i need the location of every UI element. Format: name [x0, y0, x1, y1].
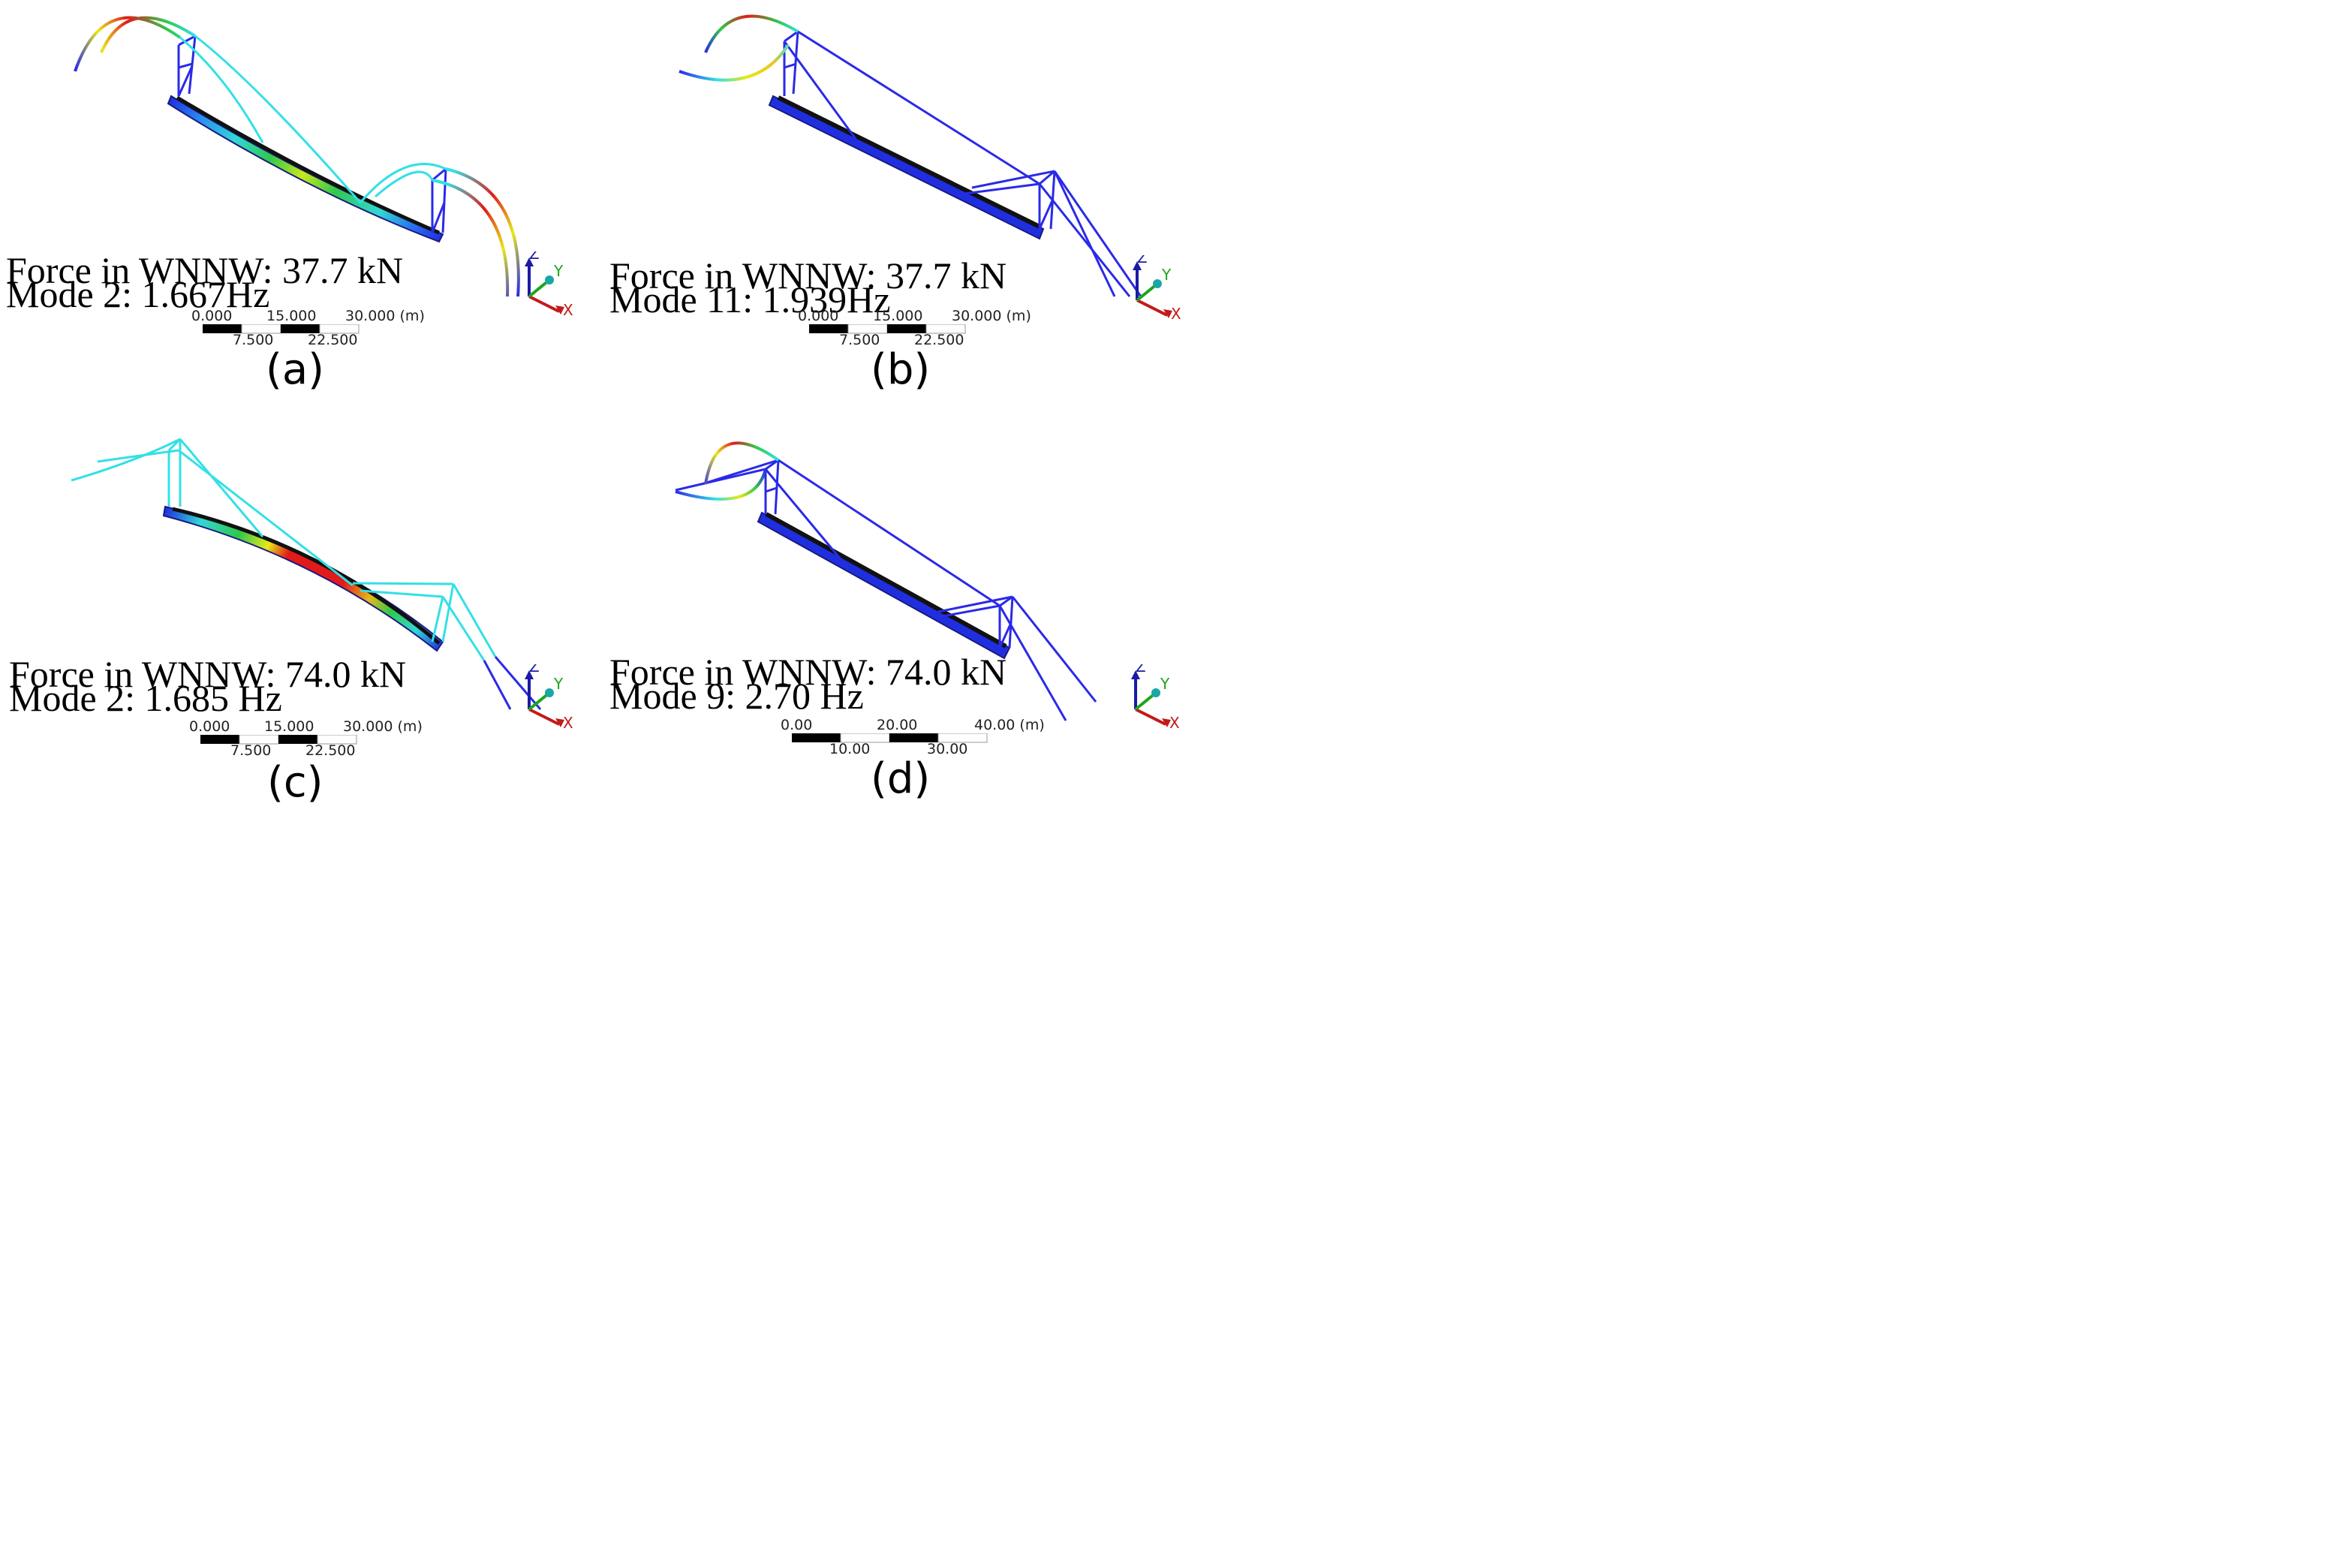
force-caption: Force in WNNW: 74.0 kN: [9, 653, 407, 695]
scale-tick-bottom-0: 7.500: [233, 332, 274, 348]
scale-tick-top-0: 0.000: [189, 718, 230, 735]
scale-bar-graphic: [203, 324, 360, 334]
scale-tick-bottom-1: 22.500: [308, 332, 358, 348]
axis-y-label: Y: [1161, 266, 1172, 284]
deck-d: [757, 511, 1011, 660]
axis-x-label: X: [563, 301, 573, 319]
axis-z-label: Z: [1136, 664, 1146, 676]
bridge-mode-shape-a: [74, 16, 520, 297]
scale-bar-graphic: [809, 324, 966, 334]
deck-b: [768, 95, 1045, 240]
panel-label: (c): [267, 758, 323, 807]
scale-bar: 0.000 15.000 30.000 (m) 7.500 22.500: [191, 308, 544, 368]
bridge-mode-shape-d: [675, 441, 1097, 721]
panel-label: (d): [871, 754, 931, 803]
scale-tick-top-1: 15.000: [266, 308, 317, 324]
scale-bar: 0.000 15.000 30.000 (m) 7.500 22.500: [798, 308, 1151, 368]
scale-tick-top-0: 0.00: [781, 717, 813, 733]
scale-tick-bottom-0: 7.500: [230, 742, 272, 759]
scale-tick-top-0: 0.000: [798, 308, 839, 324]
panel-b: Force in WNNW: 37.7 kN Mode 11: 1.939Hz …: [604, 0, 1771, 784]
panel-d: Force in WNNW: 74.0 kN Mode 9: 2.70 Hz 0…: [604, 409, 1771, 1193]
mode-caption: Mode 9: 2.70 Hz: [609, 675, 864, 717]
scale-tick-top-1: 15.000: [264, 718, 314, 735]
force-caption: Force in WNNW: 74.0 kN: [609, 651, 1007, 693]
scale-bar-graphic: [792, 733, 988, 743]
coordinate-triad: Z Y X: [525, 664, 573, 732]
coordinate-triad: Z Y X: [525, 251, 573, 319]
scale-tick-top-2: 30.000 (m): [345, 308, 425, 324]
force-caption: Force in WNNW: 37.7 kN: [609, 254, 1007, 296]
axis-x-label: X: [1169, 714, 1180, 732]
scale-bar: 0.00 20.00 40.00 (m) 10.00 30.00: [781, 717, 1133, 777]
scale-tick-bottom-1: 22.500: [914, 332, 964, 348]
panel-label: (b): [871, 345, 931, 394]
axis-y-label: Y: [553, 262, 564, 280]
coordinate-triad: Z Y X: [1131, 664, 1180, 732]
scale-bar-graphic: [200, 735, 357, 745]
scale-tick-top-2: 40.00 (m): [974, 717, 1045, 733]
force-caption: Force in WNNW: 37.7 kN: [6, 249, 404, 291]
mode-caption: Mode 2: 1.685 Hz: [9, 677, 282, 719]
bridge-mode-shape-b: [679, 14, 1142, 297]
scale-tick-top-0: 0.000: [191, 308, 233, 324]
scale-tick-bottom-0: 7.500: [839, 332, 880, 348]
scale-tick-top-1: 20.00: [877, 717, 918, 733]
scale-bar: 0.000 15.000 30.000 (m) 7.500 22.500: [189, 718, 542, 778]
scale-tick-top-1: 15.000: [873, 308, 923, 324]
axis-z-label: Z: [529, 664, 540, 676]
scale-tick-top-2: 30.000 (m): [343, 718, 423, 735]
scale-tick-bottom-1: 22.500: [305, 742, 356, 759]
axis-y-label: Y: [1160, 675, 1170, 693]
scale-tick-top-2: 30.000 (m): [952, 308, 1031, 324]
coordinate-triad: Z Y X: [1133, 255, 1181, 323]
panel-c: Force in WNNW: 74.0 kN Mode 2: 1.685 Hz …: [0, 409, 1167, 1193]
mode-caption: Mode 11: 1.939Hz: [609, 278, 891, 321]
panel-label: (a): [266, 345, 325, 394]
axis-x-label: X: [563, 714, 573, 732]
bridge-mode-shape-c: [71, 438, 542, 710]
axis-z-label: Z: [1137, 255, 1148, 266]
axis-y-label: Y: [553, 675, 564, 693]
axis-x-label: X: [1171, 305, 1181, 323]
panel-a: Force in WNNW: 37.7 kN Mode 2: 1.667Hz 0…: [0, 0, 1167, 784]
scale-tick-bottom-0: 10.00: [829, 741, 871, 757]
mode-caption: Mode 2: 1.667Hz: [6, 273, 270, 315]
axis-z-label: Z: [529, 251, 540, 263]
deck-c: [162, 505, 444, 652]
scale-tick-bottom-1: 30.00: [927, 741, 968, 757]
